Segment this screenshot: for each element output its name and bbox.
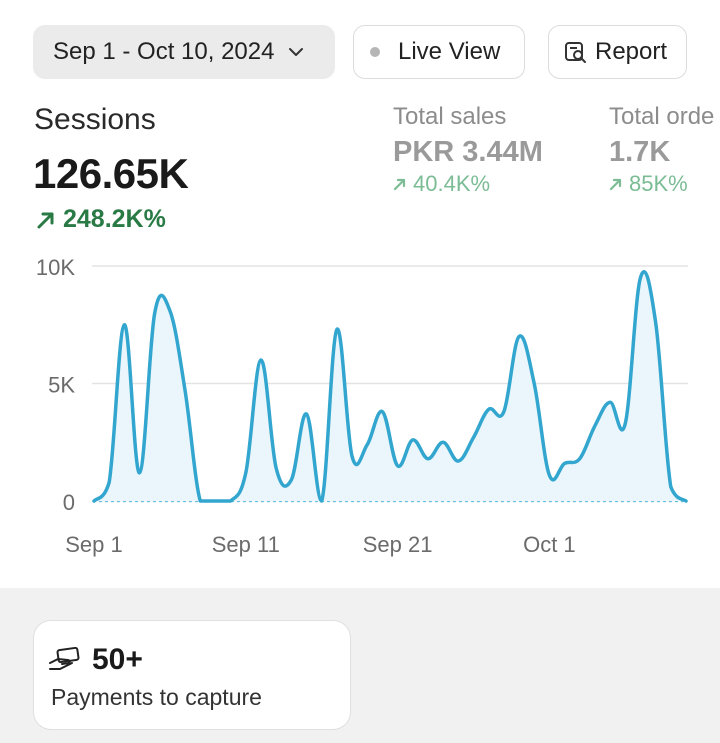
live-view-button[interactable]: Live View [353,25,525,79]
total-orders-label[interactable]: Total orde [609,103,715,130]
total-orders-value: 1.7K [609,136,671,168]
payments-to-capture-card[interactable]: 50+ Payments to capture [33,620,351,730]
total-orders-change: 85K% [609,171,688,197]
y-tick-label: 0 [63,490,75,515]
total-sales-label[interactable]: Total sales [393,103,507,130]
total-orders-change-value: 85K% [629,171,688,196]
arrow-up-right-icon [609,177,623,191]
y-tick-label: 5K [48,373,75,398]
sessions-change-value: 248.2K% [63,205,166,233]
arrow-up-right-icon [393,177,407,191]
chevron-down-icon [288,47,304,57]
sessions-value: 126.65K [33,150,189,197]
date-range-label: Sep 1 - Oct 10, 2024 [53,38,275,65]
x-tick-label: Sep 11 [212,532,280,557]
sessions-area [94,271,686,501]
x-tick-label: Oct 1 [523,532,576,557]
x-tick-label: Sep 1 [65,532,123,557]
sessions-change: 248.2K% [35,205,166,234]
payments-count: 50+ [92,643,143,676]
arrow-up-right-icon [35,209,57,231]
report-button[interactable]: Report [548,25,687,79]
total-sales-change-value: 40.4K% [413,171,491,196]
report-label: Report [595,38,668,65]
sessions-chart[interactable]: 0 5K 10K Sep 1 Sep 11 Sep 21 Oct 1 [0,250,720,570]
payments-label: Payments to capture [51,684,262,710]
sessions-line [92,270,688,503]
analytics-panel: Sep 1 - Oct 10, 2024 Live View Report Se… [0,25,720,570]
live-status-dot-icon [370,47,380,57]
live-view-label: Live View [398,38,501,65]
total-sales-value: PKR 3.44M [393,136,543,168]
report-icon [563,40,587,64]
sessions-label[interactable]: Sessions [34,103,156,136]
y-tick-label: 10K [36,255,75,280]
x-tick-label: Sep 21 [363,532,433,557]
payment-hand-icon [48,647,82,673]
total-sales-change: 40.4K% [393,171,490,197]
date-range-button[interactable]: Sep 1 - Oct 10, 2024 [33,25,335,79]
